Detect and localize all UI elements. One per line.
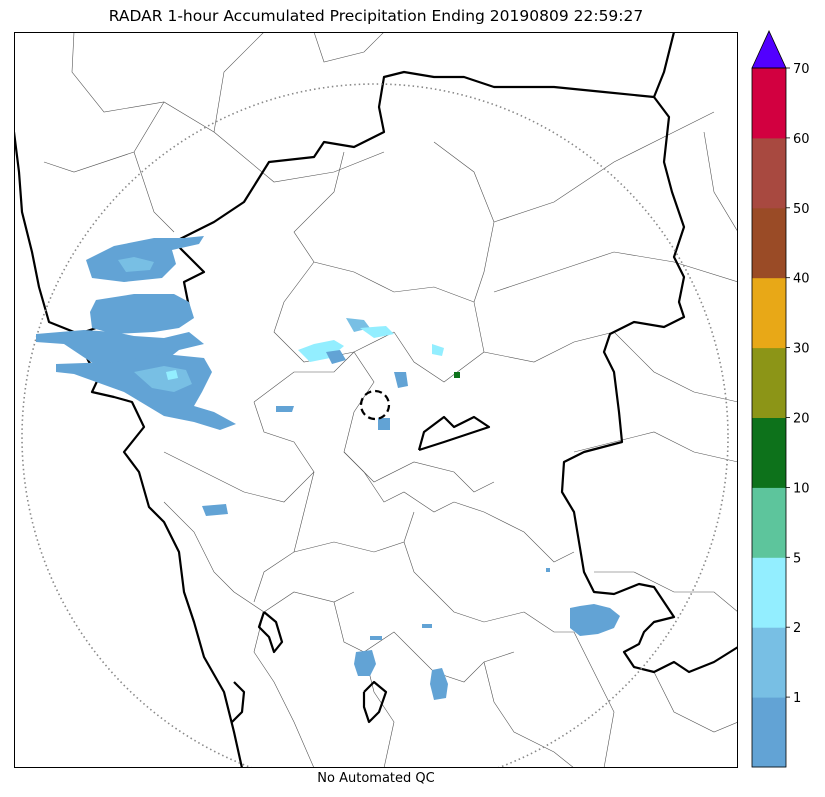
echo-green-spot <box>454 372 460 378</box>
echo-central-4 <box>360 326 394 338</box>
echo-south-2 <box>430 668 448 700</box>
colorbar-bin-9 <box>752 137 786 209</box>
colorbar-tick-label: 2 <box>793 621 801 636</box>
colorbar-tick-label: 70 <box>793 62 810 77</box>
colorbar-bin-4 <box>752 487 786 558</box>
colorbar-tick-label: 5 <box>793 551 801 566</box>
colorbar-tick-label: 20 <box>793 412 810 427</box>
colorbar-bin-5 <box>752 417 786 488</box>
echo-cluster-nw-1 <box>86 236 204 282</box>
echo-se-1 <box>570 604 620 636</box>
echo-south-3 <box>370 636 382 640</box>
footer-note: No Automated QC <box>317 771 435 786</box>
colorbar-tick-label: 30 <box>793 342 810 357</box>
echo-east-1 <box>546 568 550 572</box>
echo-central-5 <box>394 372 408 388</box>
colorbar-tick-label: 10 <box>793 481 810 496</box>
echo-central-6 <box>378 418 390 430</box>
range-ring <box>21 83 729 768</box>
colorbar-tick-label: 60 <box>793 132 810 147</box>
colorbar-bin-8 <box>752 207 786 279</box>
echo-small-1 <box>276 406 294 412</box>
echo-south-4 <box>422 624 432 628</box>
echo-cluster-w-2-center <box>166 370 178 380</box>
colorbar-bin-1 <box>752 697 786 768</box>
state-boundaries <box>14 32 738 768</box>
echo-central-1 <box>298 340 344 362</box>
radar-site-marker <box>359 389 391 421</box>
precipitation-echoes <box>36 236 620 700</box>
colorbar-bin-10 <box>752 68 786 139</box>
colorbar-tick-label: 1 <box>793 691 801 706</box>
echo-cluster-w-2-core <box>134 366 192 392</box>
radar-map <box>14 32 738 768</box>
colorbar: 1 2 5 10 20 30 40 50 60 70 <box>751 30 810 768</box>
colorbar-bin-7 <box>752 277 786 349</box>
colorbar-bin-6 <box>752 347 786 418</box>
echo-central-7 <box>432 344 444 356</box>
district-boundaries <box>43 32 738 768</box>
echo-cluster-nw-1-core <box>118 257 154 272</box>
echo-south-1 <box>354 650 376 676</box>
colorbar-bin-2 <box>752 627 786 698</box>
colorbar-bin-3 <box>752 557 786 628</box>
colorbar-tick-label: 40 <box>793 272 810 287</box>
colorbar-over-arrow <box>751 30 787 69</box>
echo-cluster-w-2 <box>56 354 236 430</box>
echo-cluster-nw-2 <box>90 294 194 334</box>
chart-title: RADAR 1-hour Accumulated Precipitation E… <box>108 7 644 25</box>
echo-small-2 <box>202 504 228 516</box>
echo-central-2 <box>326 350 346 364</box>
colorbar-tick-label: 50 <box>793 202 810 217</box>
